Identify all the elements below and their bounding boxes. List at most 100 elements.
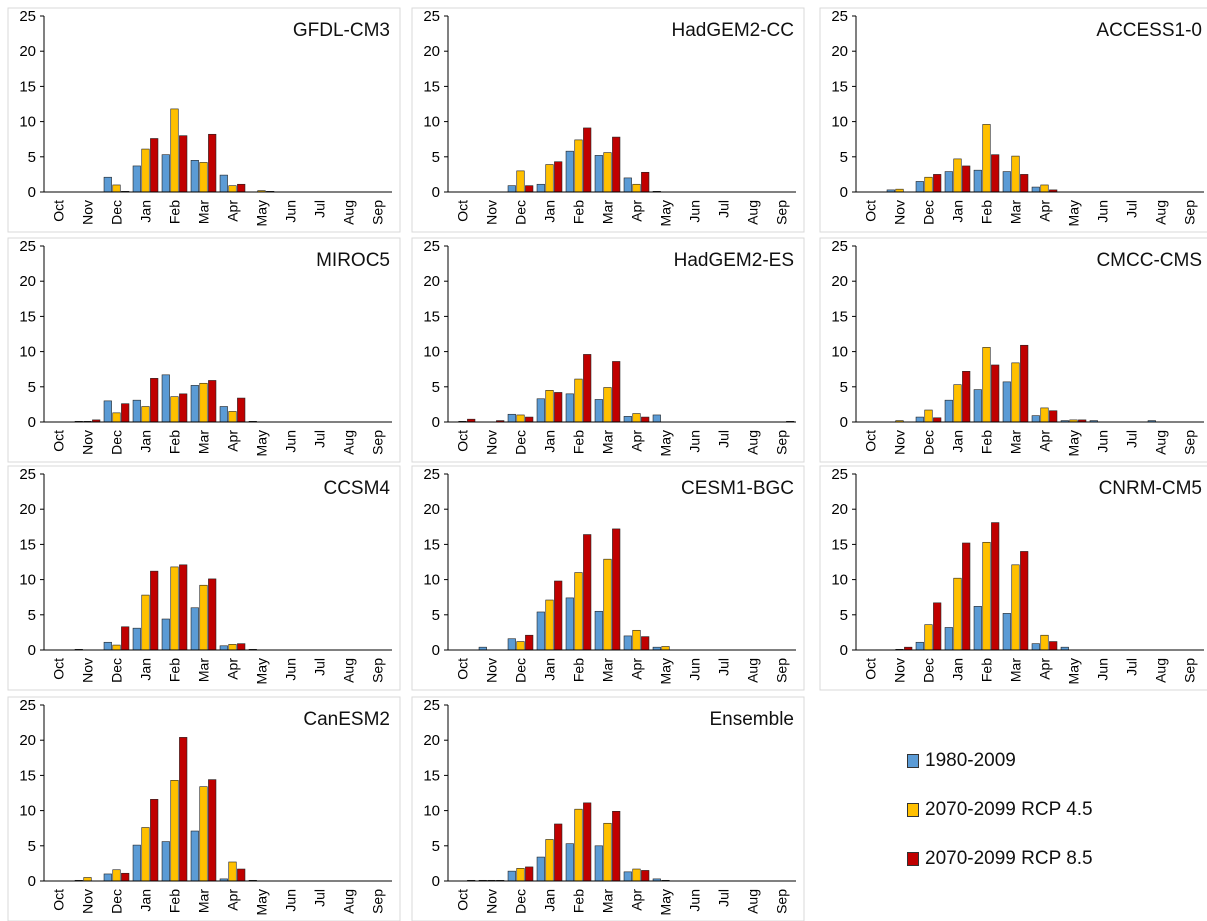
bar-ccsm4-feb-s1: [161, 618, 170, 651]
x-tick-label-hadgem2-cc-dec: Dec: [513, 200, 529, 225]
y-tick-label-cesm1-bgc: 10: [423, 572, 440, 589]
y-tick-label-cesm1-bgc: 0: [432, 642, 440, 659]
y-tick-label-ensemble: 20: [423, 732, 440, 749]
x-tick-label-access1-0-jan: Jan: [950, 200, 966, 223]
x-tick-label-gfdl-cm3-jun: Jun: [283, 200, 299, 223]
bar-ensemble-apr-s3: [641, 870, 650, 882]
y-tick-label-miroc5: 20: [19, 273, 36, 290]
bar-canesm2-mar-s2: [199, 786, 208, 882]
y-tick-label-access1-0: 15: [831, 78, 848, 95]
bar-hadgem2-es-may-s1: [652, 414, 661, 423]
y-tick-label-access1-0: 25: [831, 8, 848, 25]
x-tick-label-cmcc-cms-oct: Oct: [863, 430, 879, 452]
bar-hadgem2-cc-mar-s1: [594, 155, 603, 193]
bar-ccsm4-jan-s3: [150, 570, 159, 651]
bar-access1-0-jan-s3: [962, 165, 971, 193]
x-tick-label-canesm2-feb: Feb: [167, 889, 183, 913]
x-tick-label-miroc5-jan: Jan: [138, 430, 154, 453]
x-tick-label-hadgem2-cc-jun: Jun: [687, 200, 703, 223]
bar-canesm2-dec-s3: [121, 872, 130, 882]
x-tick-label-hadgem2-es-apr: Apr: [629, 430, 645, 452]
x-tick-label-hadgem2-cc-jan: Jan: [542, 200, 558, 223]
bar-hadgem2-es-apr-s3: [641, 416, 650, 423]
bar-hadgem2-cc-mar-s2: [603, 152, 612, 193]
bar-hadgem2-es-dec-s2: [516, 414, 525, 423]
bar-hadgem2-cc-feb-s1: [565, 150, 574, 193]
x-tick-label-cesm1-bgc-nov: Nov: [484, 658, 500, 683]
x-tick-label-hadgem2-cc-jul: Jul: [716, 200, 732, 218]
x-tick-label-access1-0-mar: Mar: [1008, 200, 1024, 224]
x-tick-label-hadgem2-cc-feb: Feb: [571, 200, 587, 224]
x-tick-label-canesm2-nov: Nov: [80, 889, 96, 914]
x-tick-label-canesm2-sep: Sep: [370, 889, 386, 914]
bar-miroc5-dec-s3: [121, 403, 130, 423]
x-tick-label-cesm1-bgc-jul: Jul: [716, 658, 732, 676]
bar-canesm2-jan-s2: [141, 827, 150, 882]
x-tick-label-access1-0-sep: Sep: [1182, 200, 1198, 225]
bar-miroc5-jan-s3: [150, 378, 159, 423]
bar-miroc5-feb-s3: [179, 393, 188, 423]
x-tick-label-hadgem2-cc-aug: Aug: [745, 200, 761, 225]
y-tick-label-hadgem2-es: 0: [432, 414, 440, 431]
x-tick-label-canesm2-aug: Aug: [341, 889, 357, 914]
bar-hadgem2-cc-jan-s3: [554, 161, 563, 193]
bar-ensemble-mar-s1: [594, 845, 603, 882]
x-tick-label-ccsm4-jan: Jan: [138, 658, 154, 681]
bar-miroc5-feb-s2: [170, 396, 179, 423]
x-tick-label-access1-0-nov: Nov: [892, 200, 908, 225]
legend: 1980-2009 2070-2099 RCP 4.5 2070-2099 RC…: [907, 748, 1093, 895]
bar-cmcc-cms-dec-s1: [915, 416, 924, 423]
x-tick-label-hadgem2-es-feb: Feb: [571, 430, 587, 454]
bar-cnrm-cm5-dec-s1: [915, 641, 924, 651]
bar-gfdl-cm3-feb-s1: [161, 154, 170, 193]
bar-ccsm4-apr-s2: [228, 644, 237, 651]
bar-hadgem2-cc-jan-s2: [545, 164, 554, 193]
bar-cnrm-cm5-dec-s2: [924, 624, 933, 651]
y-tick-label-hadgem2-es: 15: [423, 308, 440, 325]
bar-miroc5-apr-s2: [228, 411, 237, 423]
bar-cesm1-bgc-dec-s1: [507, 638, 516, 651]
bar-ensemble-jan-s3: [554, 823, 563, 882]
bar-cesm1-bgc-apr-s3: [641, 636, 650, 651]
bar-access1-0-dec-s3: [933, 174, 942, 193]
x-tick-label-hadgem2-es-nov: Nov: [484, 430, 500, 455]
bar-cmcc-cms-apr-s2: [1040, 407, 1049, 423]
bar-ensemble-dec-s3: [525, 866, 534, 882]
bar-miroc5-mar-s1: [190, 385, 199, 423]
x-tick-label-cmcc-cms-aug: Aug: [1153, 430, 1169, 455]
bar-cmcc-cms-mar-s2: [1011, 362, 1020, 423]
bar-ccsm4-mar-s2: [199, 584, 208, 651]
bar-miroc5-apr-s3: [237, 397, 246, 423]
x-tick-label-cnrm-cm5-apr: Apr: [1037, 658, 1053, 680]
legend-item-baseline: 1980-2009: [907, 748, 1093, 774]
bar-ensemble-feb-s2: [574, 808, 583, 882]
x-tick-label-cmcc-cms-may: May: [1066, 430, 1082, 456]
x-tick-label-cesm1-bgc-feb: Feb: [571, 658, 587, 682]
bar-canesm2-feb-s2: [170, 780, 179, 882]
bar-cmcc-cms-apr-s1: [1031, 415, 1040, 423]
x-tick-label-gfdl-cm3-may: May: [254, 200, 270, 226]
x-tick-label-cesm1-bgc-jan: Jan: [542, 658, 558, 681]
x-tick-label-cnrm-cm5-jul: Jul: [1124, 658, 1140, 676]
y-tick-label-access1-0: 20: [831, 43, 848, 60]
x-tick-label-cmcc-cms-apr: Apr: [1037, 430, 1053, 452]
x-tick-label-ccsm4-aug: Aug: [341, 658, 357, 683]
x-tick-label-cmcc-cms-nov: Nov: [892, 430, 908, 455]
bar-hadgem2-cc-jan-s1: [536, 183, 545, 193]
x-tick-label-cnrm-cm5-feb: Feb: [979, 658, 995, 682]
chart-title-cmcc-cms: CMCC-CMS: [1096, 250, 1202, 271]
chart-title-miroc5: MIROC5: [316, 250, 390, 271]
y-tick-label-hadgem2-cc: 15: [423, 78, 440, 95]
y-tick-label-gfdl-cm3: 25: [19, 8, 36, 25]
x-tick-label-gfdl-cm3-aug: Aug: [341, 200, 357, 225]
bar-ccsm4-dec-s2: [112, 644, 121, 651]
x-tick-label-ensemble-mar: Mar: [600, 889, 616, 913]
y-tick-label-cnrm-cm5: 10: [831, 572, 848, 589]
bar-access1-0-feb-s3: [991, 154, 1000, 193]
bar-access1-0-feb-s1: [973, 169, 982, 193]
bar-cmcc-cms-mar-s3: [1020, 344, 1029, 423]
bar-gfdl-cm3-mar-s2: [199, 162, 208, 193]
x-tick-label-hadgem2-es-mar: Mar: [600, 430, 616, 454]
y-tick-label-cmcc-cms: 10: [831, 344, 848, 361]
bar-cnrm-cm5-feb-s3: [991, 522, 1000, 651]
